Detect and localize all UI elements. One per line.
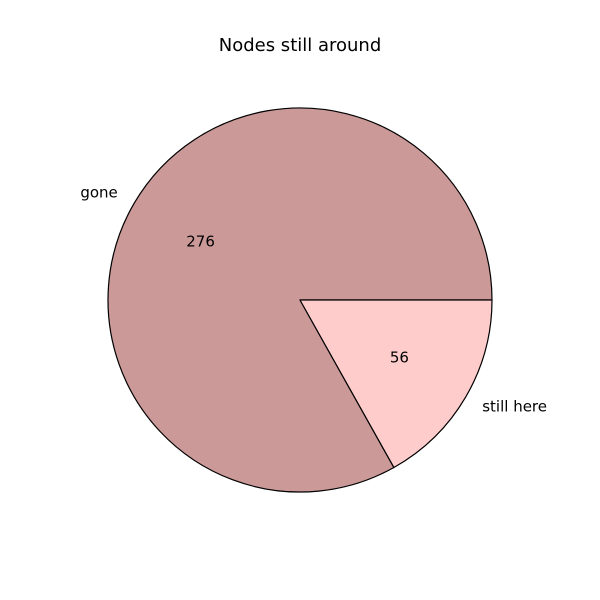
chart-title: Nodes still around xyxy=(218,35,382,56)
pie-label-still-here: still here xyxy=(482,397,547,415)
pie-value-gone: 276 xyxy=(186,232,215,250)
pie-value-still-here: 56 xyxy=(390,349,409,367)
pie-label-gone: gone xyxy=(80,184,117,202)
pie-slice-still-here xyxy=(299,299,493,469)
